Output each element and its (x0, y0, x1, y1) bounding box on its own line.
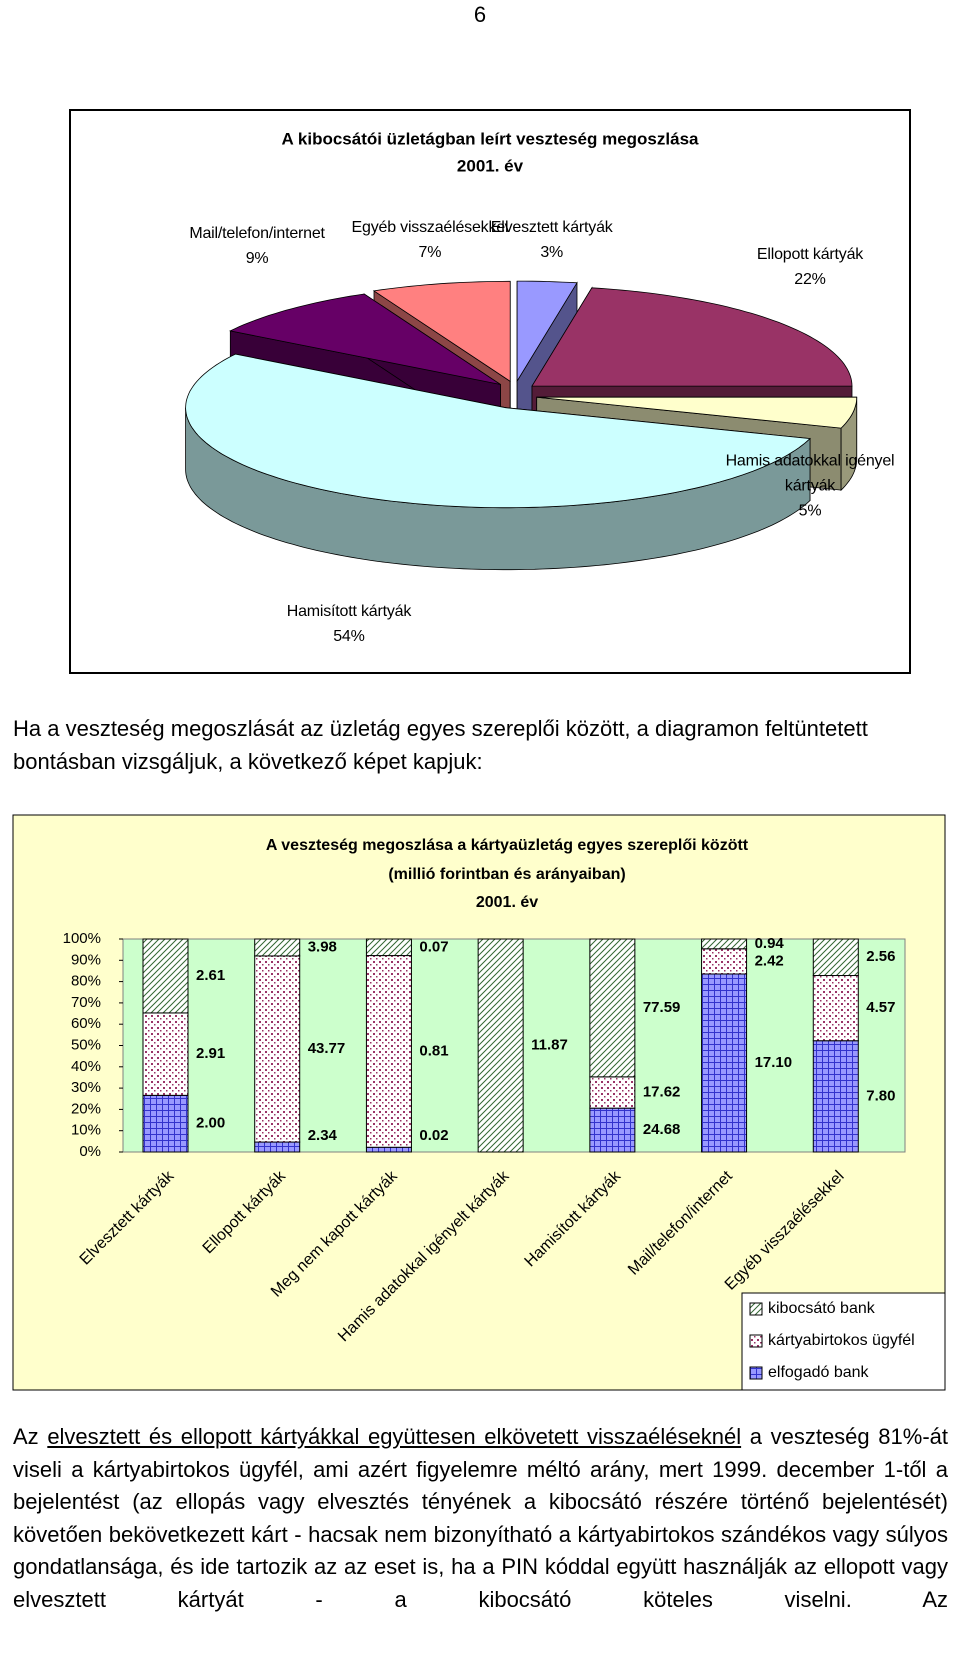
category-label: Hamisított kártyák (286, 603, 412, 621)
y-tick-label: 10% (71, 1122, 101, 1139)
bar-title: A veszteség megoszlása a kártyaüzletág e… (266, 837, 749, 854)
bar-segment (142, 938, 189, 1014)
y-tick-label: 70% (71, 994, 101, 1011)
y-tick-label: 20% (71, 1100, 101, 1117)
value-label: 2.56 (866, 948, 895, 965)
bar-segment (589, 1107, 636, 1153)
bar-segment (365, 1146, 412, 1153)
legend-swatch (749, 1334, 763, 1348)
value-label: 2.00 (196, 1115, 225, 1132)
value-label: 0.81 (419, 1042, 448, 1059)
bar-title: (millió forintban és arányaiban) (388, 866, 625, 883)
value-label: 9% (245, 250, 269, 268)
bar-segment (254, 938, 301, 957)
bar-segment (142, 1094, 189, 1153)
slice-label: Egyéb visszaélésekkel 7% (340, 215, 520, 265)
pie-slice (372, 280, 511, 383)
slice-label: Hamisított kártyák 54% (259, 599, 439, 649)
pie-slice (229, 293, 501, 385)
value-label: 2.34 (308, 1127, 338, 1144)
bar-segment (701, 973, 748, 1153)
y-tick-label: 60% (71, 1015, 101, 1032)
legend-label: elfogadó bank (768, 1364, 870, 1381)
value-label: 2.42 (755, 952, 784, 969)
category-label: Ellopott kártyák (756, 246, 864, 264)
category-label: Hamis adatokkal igényel kártyák (725, 452, 895, 495)
text: a veszteség 81%-át viseli a kártyabirtok… (13, 1424, 948, 1612)
value-label: 0.94 (755, 935, 785, 952)
value-label: 5% (798, 502, 822, 520)
text: Az (13, 1424, 48, 1449)
paragraph: Az elvesztett és ellopott kártyákkal egy… (13, 1421, 948, 1617)
pie-slice (185, 353, 811, 509)
page-number: 6 (473, 2, 487, 27)
value-label: 7.80 (866, 1087, 895, 1104)
bar-segment (589, 938, 636, 1078)
value-label: 3.98 (308, 938, 337, 955)
value-label: 24.68 (643, 1121, 681, 1138)
y-tick-label: 50% (71, 1036, 101, 1053)
value-label: 2.91 (196, 1045, 225, 1062)
paragraph: Ha a veszteség megoszlását az üzletág eg… (13, 716, 868, 774)
slice-label: Ellopott kártyák 22% (720, 242, 900, 292)
underlined-text: elvesztett és ellopott kártyákkal együtt… (47, 1424, 742, 1449)
bar-segment (142, 1012, 189, 1096)
bar-segment (254, 1141, 301, 1153)
category-label: Elvesztett kártyák (490, 219, 613, 236)
value-label: 22% (794, 271, 826, 289)
pie-title: A kibocsátói üzletágban leírt veszteség … (282, 129, 700, 148)
bar-segment (365, 955, 412, 1148)
legend-swatch (749, 1302, 763, 1316)
slice-label: Mail/telefon/internet 9% (167, 221, 347, 271)
category-label: Mail/telefon/internet (189, 225, 325, 243)
category-label: Egyéb visszaélésekkel (351, 219, 509, 236)
bar-title: 2001. év (476, 894, 538, 911)
bar-segment (254, 955, 301, 1143)
y-tick-label: 100% (63, 930, 101, 947)
y-tick-label: 90% (71, 951, 101, 968)
legend-frame (741, 1292, 946, 1391)
value-label: 17.10 (755, 1054, 793, 1071)
y-tick-label: 40% (71, 1058, 101, 1075)
value-label: 11.87 (531, 1036, 568, 1053)
y-tick-label: 30% (71, 1079, 101, 1096)
bar-segment (812, 975, 859, 1042)
pie-slice (531, 287, 853, 387)
bar-segment (365, 938, 412, 957)
bar-segment (477, 938, 524, 1153)
legend-label: kibocsátó bank (768, 1300, 876, 1317)
value-label: 77.59 (643, 999, 681, 1016)
bar-segment (812, 1040, 859, 1153)
bar-segment (701, 938, 748, 950)
y-tick-label: 80% (71, 973, 101, 990)
legend-swatch (749, 1366, 763, 1380)
value-label: 3% (540, 244, 564, 261)
legend-label: kártyabirtokos ügyfél (768, 1332, 915, 1349)
value-label: 0.07 (419, 938, 448, 955)
y-tick-label: 0% (79, 1143, 101, 1160)
value-label: 7% (418, 244, 442, 261)
value-label: 54% (333, 628, 365, 646)
slice-label: Hamis adatokkal igényel kártyák 5% (720, 448, 900, 523)
value-label: 2.61 (196, 967, 225, 984)
bar-segment (812, 938, 859, 977)
value-label: 0.02 (419, 1127, 448, 1144)
bar-segment (589, 1076, 636, 1109)
bar-segment (701, 948, 748, 975)
value-label: 4.57 (866, 999, 895, 1016)
pie-slice (516, 280, 578, 383)
value-label: 17.62 (643, 1083, 681, 1100)
pie-subtitle: 2001. év (457, 156, 524, 175)
value-label: 43.77 (308, 1040, 346, 1057)
slice-label: Elvesztett kártyák 3% (462, 215, 642, 265)
pie-slice (536, 396, 858, 429)
